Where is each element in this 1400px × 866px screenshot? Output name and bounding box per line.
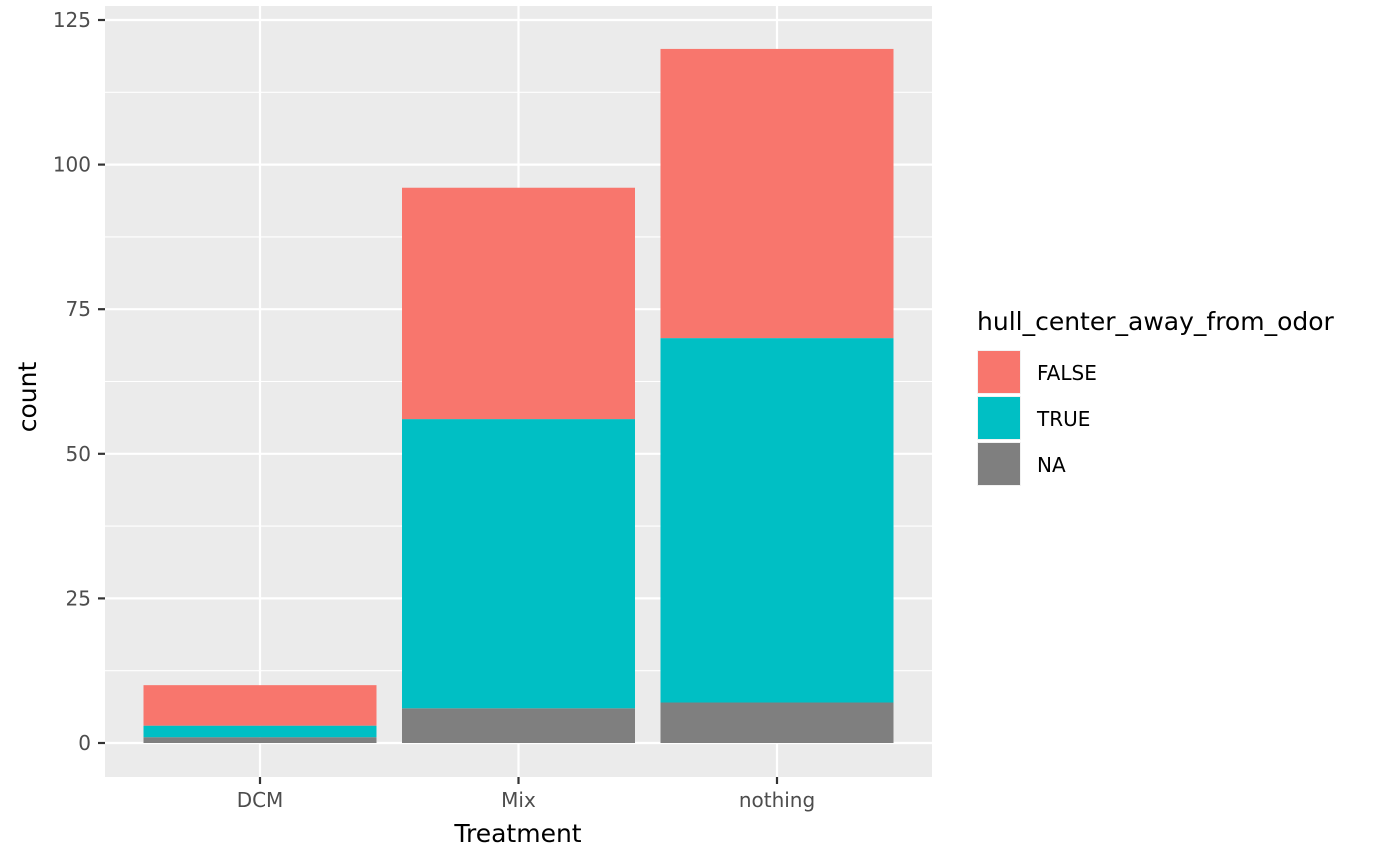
bar-DCM-TRUE [143, 725, 377, 738]
bar-nothing-NA [660, 702, 894, 743]
legend-swatch-NA [978, 443, 1020, 485]
bar-DCM-NA [143, 737, 377, 743]
legend-label-TRUE: TRUE [1036, 407, 1090, 431]
y-tick-label: 0 [78, 731, 91, 755]
y-tick-label: 25 [66, 586, 91, 610]
legend-swatch-TRUE [978, 397, 1020, 439]
x-axis-title: Treatment [453, 819, 581, 848]
y-tick-label: 100 [53, 153, 91, 177]
bars [143, 48, 894, 743]
x-tick-label: nothing [739, 788, 815, 812]
y-tick-label: 75 [66, 297, 91, 321]
bar-Mix-FALSE [402, 187, 635, 420]
x-tick-label: Mix [501, 788, 536, 812]
x-tick-label: DCM [237, 788, 284, 812]
y-axis: 0 25 50 75 100 125 [53, 8, 105, 755]
y-tick-label: 50 [66, 442, 91, 466]
y-tick-label: 125 [53, 8, 91, 32]
x-axis: DCM Mix nothing [237, 777, 815, 812]
bar-Mix-NA [402, 708, 635, 743]
bar-nothing-FALSE [660, 48, 894, 339]
legend: hull_center_away_from_odor FALSE TRUE NA [977, 307, 1335, 486]
legend-swatch-FALSE [978, 351, 1020, 393]
legend-label-FALSE: FALSE [1037, 361, 1097, 385]
bar-Mix-TRUE [402, 419, 635, 709]
bar-DCM-FALSE [143, 685, 377, 726]
legend-title: hull_center_away_from_odor [977, 307, 1335, 336]
y-axis-title: count [13, 362, 42, 433]
bar-nothing-TRUE [660, 338, 894, 703]
legend-label-NA: NA [1037, 453, 1066, 477]
